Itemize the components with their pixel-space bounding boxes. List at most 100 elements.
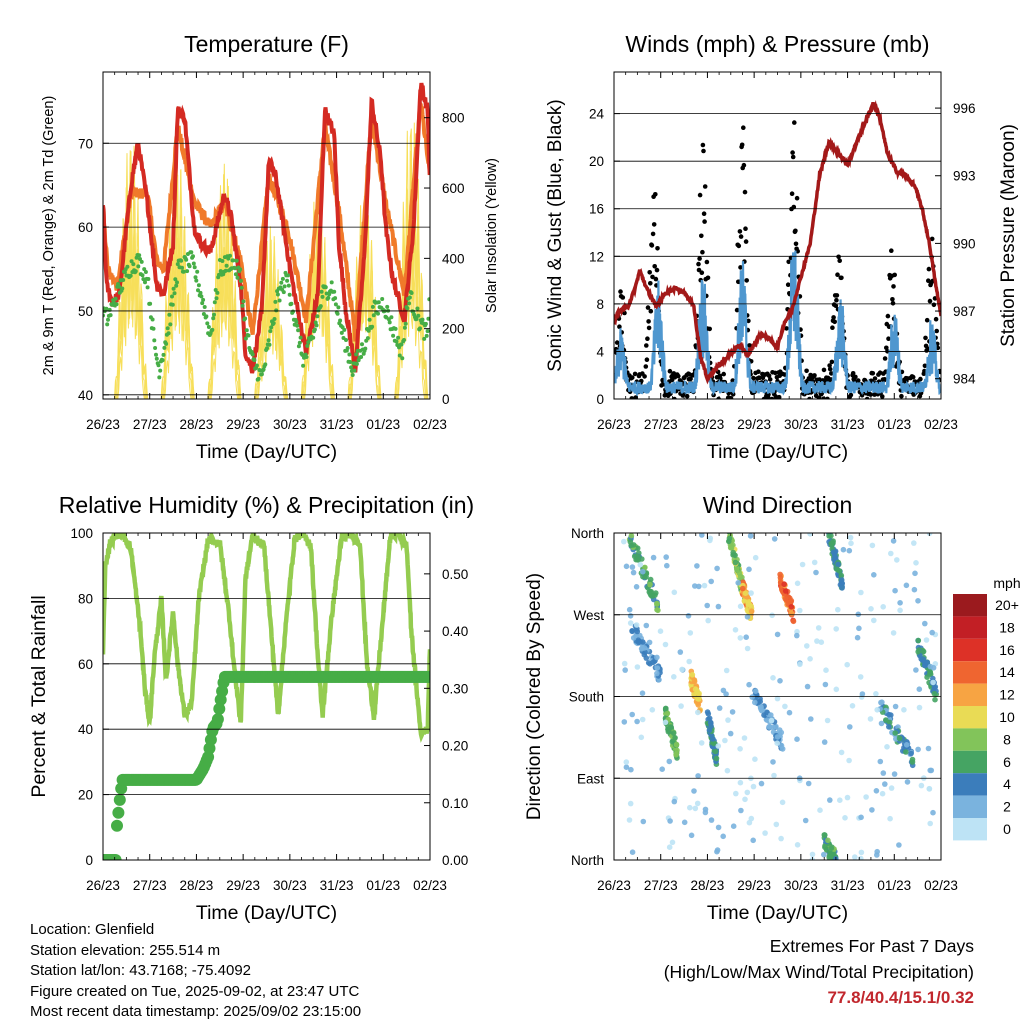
y2-tick-label: 0 [442,392,450,407]
sonic-wind-line [614,250,941,398]
y-tick-label: 100 [70,526,93,541]
wind-direction-point [857,674,864,680]
wind-direction-point [837,797,843,803]
gust-point [646,325,652,331]
wind-direction-point [630,635,637,641]
dewpoint-point [154,352,158,357]
solar-insolation-line [255,236,287,399]
gust-point [933,316,939,322]
gust-point [707,326,712,332]
speed-legend: mph 20+ 18 16 14 12 10 8 6 4 2 0 [953,575,1021,841]
dewpoint-point [206,325,211,329]
gust-point [744,278,749,283]
wind-direction-point [654,601,660,607]
wind-direction-point [742,796,748,803]
wind-direction-point [727,730,734,737]
x-tick-label: 27/23 [133,878,167,893]
wind-direction-point [672,735,678,741]
wind-direction-point [643,574,649,580]
wind-direction-point [903,742,910,748]
dewpoint-point [228,253,232,258]
dewpoint-point [106,317,110,322]
dewpoint-point [345,346,350,350]
temp-2m-line [103,82,430,374]
wind-direction-point [847,534,854,541]
gust-point [700,142,706,148]
wind-direction-point [882,781,888,787]
wind-direction-point [802,817,809,824]
gust-point [853,374,858,380]
wind-direction-point [639,716,646,723]
wind-direction-point [687,630,694,636]
extremes-title: Extremes For Past 7 Days [769,936,974,956]
gust-point [742,189,748,195]
y-tick-label: East [577,771,604,786]
wind-direction-point [737,635,744,641]
dewpoint-point [259,372,264,377]
wind-direction-point [626,606,633,613]
x-tick-label: 28/23 [691,878,725,893]
wind-direction-point [702,809,709,816]
wind-direction-point [685,613,692,619]
legend-swatch [953,795,987,818]
dewpoint-point [146,277,151,281]
dewpoint-point [426,316,430,321]
wind-direction-point [663,554,669,560]
wind-direction-point [686,658,692,665]
gust-point [850,371,856,376]
wind-direction-point [729,709,736,715]
wind-direction-point [746,566,752,573]
wind-direction-point [654,606,660,613]
solar-insolation-line [210,238,242,399]
wind-direction-point [873,788,880,794]
wind-direction-point [901,707,907,713]
wind-direction-point [711,740,717,747]
wind-direction-point [766,724,772,730]
wind-direction-point [687,804,693,811]
gust-point [804,368,809,374]
wind-direction-point [786,709,793,716]
wind-direction-point [817,807,823,813]
wind-direction-point [797,607,803,614]
gust-point [825,396,830,399]
dewpoint-point [294,319,299,324]
wind-direction-point [659,766,665,772]
wind-direction-point [754,692,760,699]
dewpoint-point [201,312,206,316]
wind-direction-point [848,540,854,547]
x-tick-label: 26/23 [597,878,631,893]
dewpoint-point [350,373,355,377]
wind-direction-point [858,849,865,856]
gust-point [918,376,923,382]
dewpoint-point [133,269,138,274]
legend-swatch [953,683,987,706]
gust-point [794,195,800,201]
gust-point [890,297,895,302]
dewpoint-point [363,346,368,351]
wind-direction-point [666,844,673,850]
dewpoint-point [304,355,309,359]
x-tick-label: 27/23 [644,878,678,893]
wind-direction-point [695,773,701,779]
gust-point [614,340,620,345]
wind-direction-point [931,684,938,691]
dewpoint-point [277,298,282,303]
wind-direction-point [829,853,835,859]
legend-label: 4 [1003,776,1011,792]
dewpoint-point [166,331,171,336]
x-tick-label: 27/23 [644,417,678,432]
wind-direction-point [808,716,814,722]
dewpoint-point [174,283,179,288]
dewpoint-point [129,259,134,264]
solar-insolation-line [164,246,195,399]
legend-swatch [953,638,987,662]
wind-direction-point [892,703,899,710]
pressure-line [614,99,941,385]
y2-tick-label: 987 [953,304,976,319]
gust-point [705,275,711,281]
gust-point [704,259,710,265]
dewpoint-point [315,314,320,319]
y2-tick-label: 0.50 [442,567,468,582]
gust-point [618,289,623,294]
dewpoint-point [180,265,184,270]
